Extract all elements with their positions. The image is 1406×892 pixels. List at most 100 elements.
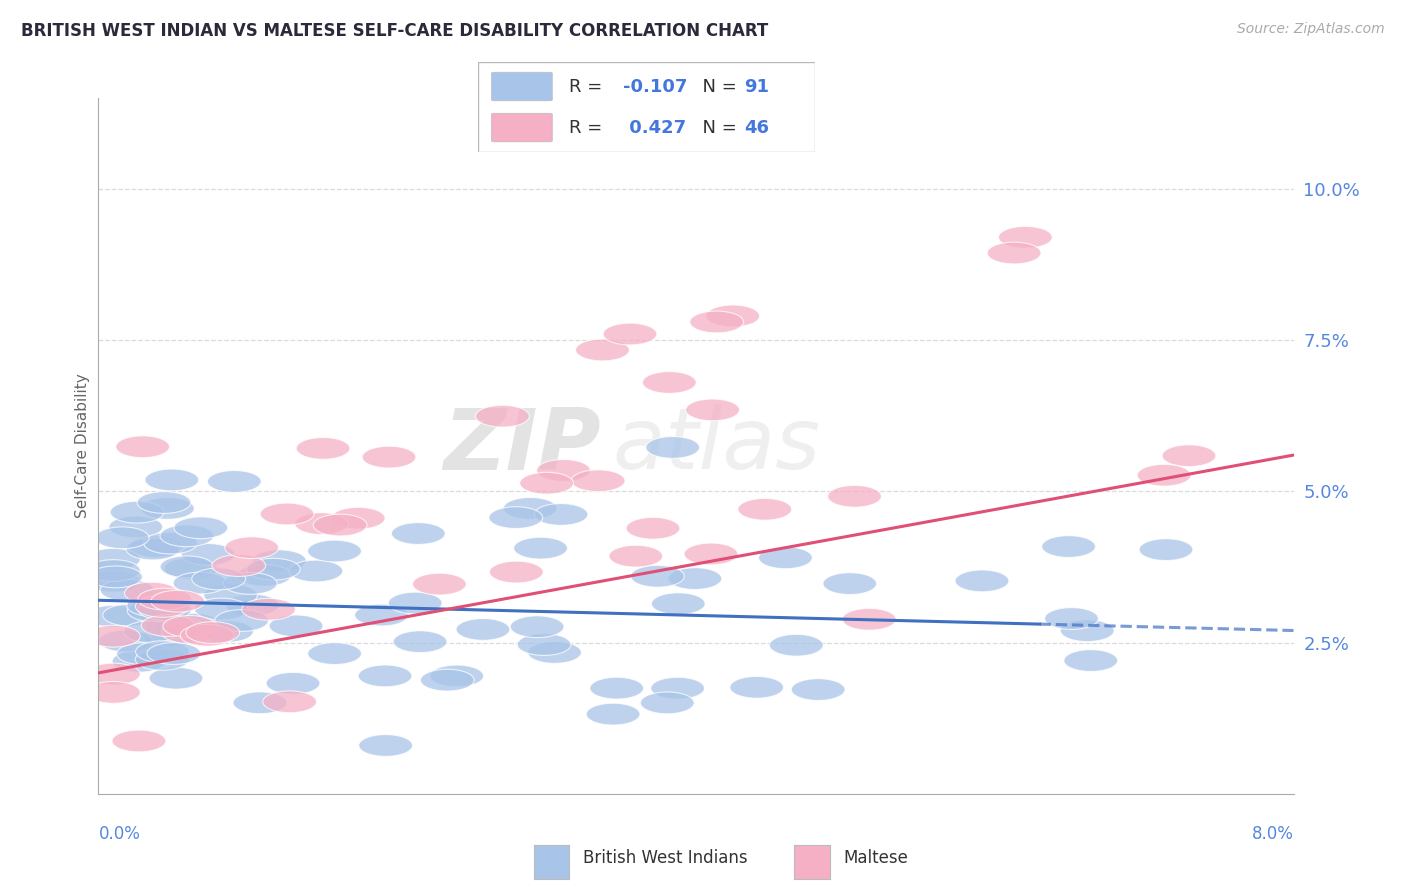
- Text: British West Indians: British West Indians: [583, 849, 748, 867]
- Circle shape: [173, 572, 226, 594]
- Text: 0.427: 0.427: [623, 119, 686, 136]
- Circle shape: [87, 681, 141, 703]
- Circle shape: [537, 459, 591, 482]
- Circle shape: [180, 624, 233, 646]
- Text: R =: R =: [569, 78, 609, 95]
- Text: N =: N =: [690, 119, 742, 136]
- Circle shape: [332, 508, 385, 529]
- Circle shape: [165, 558, 218, 580]
- Circle shape: [138, 599, 191, 620]
- Circle shape: [96, 527, 149, 549]
- Circle shape: [685, 543, 738, 565]
- Circle shape: [215, 609, 269, 632]
- Circle shape: [651, 593, 706, 615]
- Circle shape: [87, 570, 141, 592]
- Circle shape: [98, 630, 153, 652]
- Circle shape: [603, 323, 657, 345]
- Circle shape: [955, 570, 1010, 591]
- Text: 46: 46: [745, 119, 769, 136]
- Circle shape: [186, 622, 239, 643]
- Circle shape: [138, 491, 191, 514]
- Circle shape: [686, 399, 740, 421]
- Circle shape: [87, 625, 141, 647]
- Circle shape: [730, 676, 783, 698]
- Circle shape: [609, 545, 662, 567]
- Circle shape: [308, 541, 361, 562]
- Circle shape: [224, 573, 277, 594]
- Circle shape: [87, 549, 141, 570]
- Circle shape: [141, 615, 195, 636]
- Circle shape: [1137, 465, 1191, 486]
- Circle shape: [759, 547, 813, 569]
- Circle shape: [266, 673, 321, 694]
- Circle shape: [174, 516, 228, 539]
- Circle shape: [160, 556, 214, 578]
- Circle shape: [643, 372, 696, 393]
- Circle shape: [359, 665, 412, 687]
- Circle shape: [87, 606, 141, 627]
- Circle shape: [146, 615, 201, 638]
- Circle shape: [1139, 539, 1192, 560]
- Y-axis label: Self-Care Disability: Self-Care Disability: [75, 374, 90, 518]
- Circle shape: [412, 574, 467, 595]
- Circle shape: [124, 621, 177, 643]
- Circle shape: [394, 631, 447, 653]
- Circle shape: [842, 608, 896, 630]
- Circle shape: [115, 436, 170, 458]
- Circle shape: [191, 568, 246, 590]
- Circle shape: [152, 617, 205, 639]
- Circle shape: [225, 594, 278, 616]
- Circle shape: [129, 536, 183, 558]
- Circle shape: [127, 600, 181, 622]
- Circle shape: [135, 596, 190, 617]
- Text: Maltese: Maltese: [844, 849, 908, 867]
- Text: 8.0%: 8.0%: [1251, 825, 1294, 843]
- FancyBboxPatch shape: [478, 62, 815, 152]
- Circle shape: [155, 618, 208, 640]
- Circle shape: [828, 485, 882, 508]
- Circle shape: [668, 567, 721, 590]
- Circle shape: [100, 579, 155, 601]
- Circle shape: [520, 473, 574, 494]
- Circle shape: [117, 643, 170, 665]
- Circle shape: [1064, 649, 1118, 672]
- Circle shape: [1045, 607, 1098, 630]
- Circle shape: [212, 555, 266, 576]
- Circle shape: [269, 615, 323, 637]
- Circle shape: [297, 437, 350, 459]
- Circle shape: [363, 446, 416, 468]
- Circle shape: [359, 735, 412, 756]
- Circle shape: [987, 242, 1040, 264]
- Circle shape: [89, 566, 142, 588]
- Circle shape: [112, 730, 166, 752]
- Circle shape: [290, 560, 343, 582]
- Circle shape: [108, 516, 163, 538]
- Circle shape: [586, 703, 640, 725]
- Circle shape: [238, 565, 291, 586]
- Circle shape: [388, 592, 441, 614]
- Circle shape: [1060, 620, 1114, 641]
- Circle shape: [125, 582, 179, 604]
- Circle shape: [181, 543, 235, 566]
- Circle shape: [166, 614, 221, 635]
- Circle shape: [160, 524, 214, 547]
- Circle shape: [1163, 445, 1216, 467]
- Circle shape: [155, 615, 208, 638]
- Circle shape: [769, 634, 823, 657]
- Circle shape: [295, 513, 349, 534]
- Text: -0.107: -0.107: [623, 78, 688, 95]
- Circle shape: [575, 339, 630, 361]
- Circle shape: [127, 538, 180, 560]
- Circle shape: [242, 599, 295, 620]
- Circle shape: [149, 667, 202, 690]
- Circle shape: [162, 622, 215, 643]
- Circle shape: [246, 558, 301, 580]
- Circle shape: [233, 692, 287, 714]
- Circle shape: [738, 499, 792, 520]
- Circle shape: [513, 537, 568, 559]
- Circle shape: [163, 615, 217, 637]
- Circle shape: [127, 595, 180, 616]
- Circle shape: [112, 650, 166, 673]
- Text: Source: ZipAtlas.com: Source: ZipAtlas.com: [1237, 22, 1385, 37]
- Circle shape: [87, 559, 141, 582]
